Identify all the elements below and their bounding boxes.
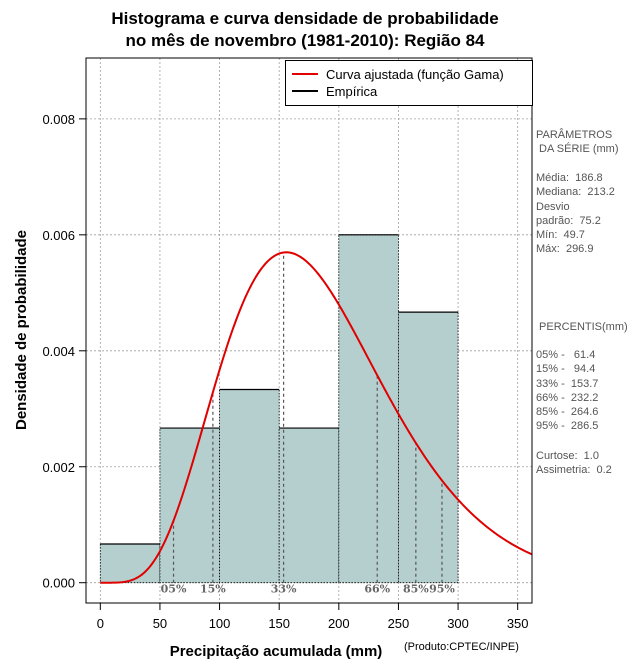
x-tick-label: 300 xyxy=(447,616,469,631)
percentis-values: 05% - 61.4 15% - 94.4 33% - 153.7 66% - … xyxy=(536,349,599,433)
legend-item-fitted-curve: Curva ajustada (função Gama) xyxy=(292,65,504,83)
x-tick-label: 0 xyxy=(97,616,104,631)
fitted-gamma-curve xyxy=(100,251,532,584)
shape-stats: Curtose: 1.0 Assimetria: 0.2 xyxy=(536,450,612,477)
percentile-label: 15% xyxy=(200,583,226,596)
axes: 0 50 100 150 200 250 300 350 0.000 0.002 0.004 0.00… xyxy=(42,112,528,631)
legend-item-empirical: Empírica xyxy=(292,82,377,100)
histogram-bar xyxy=(99,543,161,584)
percentile-label: 05% xyxy=(161,583,187,596)
percentile-label: 66% xyxy=(364,583,390,596)
fitted-curve-layer xyxy=(100,251,532,584)
y-tick-label: 0.004 xyxy=(42,344,75,359)
chart-title-line-2: no mês de novembro (1981-2010): Região 8… xyxy=(125,31,485,50)
percentis-title: PERCENTIS(mm) xyxy=(536,321,628,333)
x-axis-label: Precipitação acumulada (mm) xyxy=(170,643,383,660)
x-tick-label: 50 xyxy=(153,616,167,631)
percentile-label: 33% xyxy=(271,583,297,596)
x-tick-label: 250 xyxy=(388,616,410,631)
histogram-bar xyxy=(398,311,459,584)
x-tick-label: 200 xyxy=(328,616,350,631)
chart-title-line-1: Histograma e curva densidade de probabil… xyxy=(111,9,499,28)
legend: Curva ajustada (função Gama) Empírica xyxy=(285,60,533,106)
legend-label-fitted: Curva ajustada (função Gama) xyxy=(326,66,504,82)
product-credit: (Produto:CPTEC/INPE) xyxy=(404,641,519,653)
y-tick-label: 0.002 xyxy=(42,460,75,475)
histogram-bar xyxy=(219,389,280,584)
y-tick-label: 0.000 xyxy=(42,576,75,591)
x-tick-label: 100 xyxy=(209,616,231,631)
histogram-bar xyxy=(159,427,220,584)
x-tick-label: 150 xyxy=(268,616,290,631)
params-values: Média: 186.8 Mediana: 213.2 Desvio padrã… xyxy=(536,172,615,256)
percentile-label: 95% xyxy=(429,583,455,596)
y-tick-label: 0.006 xyxy=(42,228,75,243)
y-tick-label: 0.008 xyxy=(42,112,75,127)
legend-red-line-icon xyxy=(292,73,318,75)
percentile-label: 85% xyxy=(403,583,429,596)
y-axis-label: Densidade de probabilidade xyxy=(13,230,30,430)
histogram-bar xyxy=(338,234,399,584)
legend-black-line-icon xyxy=(292,90,318,92)
percentile-lines: 05% 15% 33% 66% 85% 95% xyxy=(161,252,455,596)
x-tick-label: 350 xyxy=(507,616,529,631)
histogram-bars xyxy=(99,234,459,584)
histogram-bar xyxy=(278,427,340,584)
params-title: PARÂMETROS DA SÉRIE (mm) xyxy=(536,129,619,156)
legend-label-empirical: Empírica xyxy=(326,83,378,99)
